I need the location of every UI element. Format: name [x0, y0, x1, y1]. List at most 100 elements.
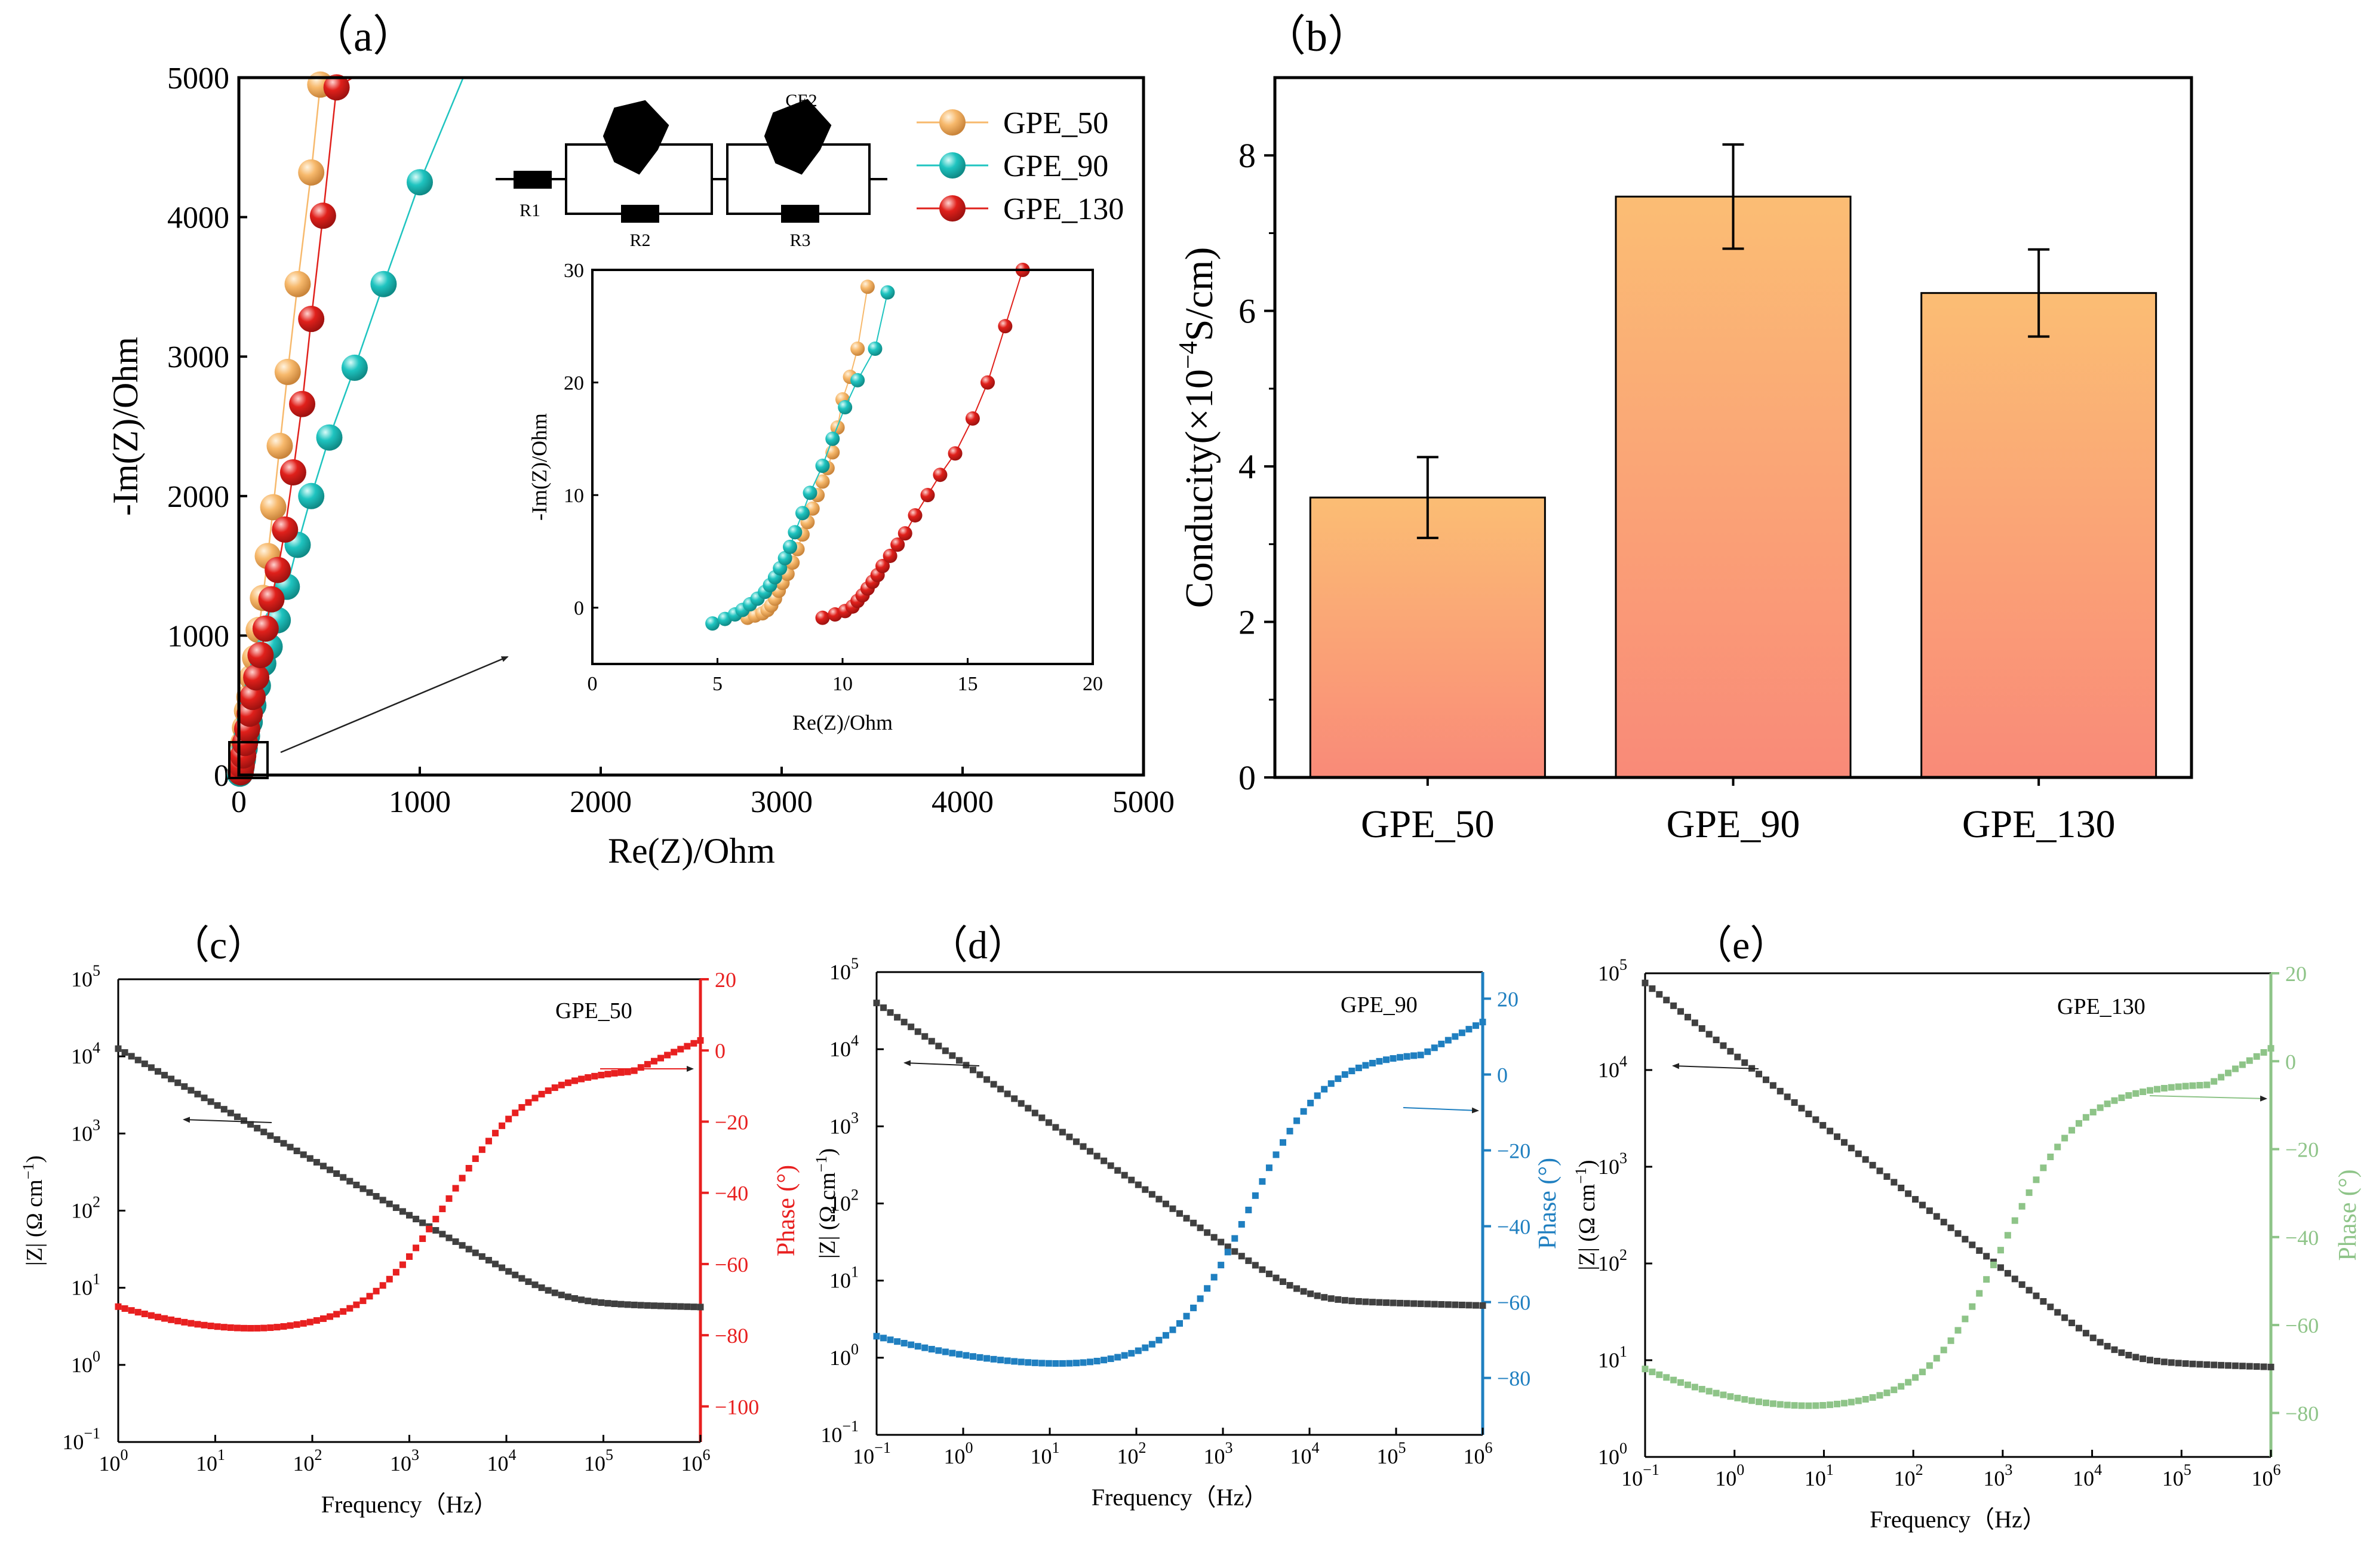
- panel-c-phase-point: [359, 1297, 367, 1304]
- panel-a-point-gpe_130: [239, 684, 266, 711]
- panel-c-modulus-point: [492, 1260, 499, 1268]
- panel-e-phase-point: [1698, 1386, 1705, 1393]
- panel-d-phase-point: [1204, 1285, 1211, 1292]
- panel-c-modulus-point: [201, 1094, 208, 1102]
- panel-d-phase-point: [908, 1341, 915, 1348]
- panel-d-phase-point: [1210, 1274, 1218, 1281]
- panel-c-modulus-point: [340, 1174, 347, 1181]
- panel-e-phase-point: [1691, 1383, 1698, 1391]
- panel-c-modulus-point: [313, 1158, 320, 1166]
- panel-c-modulus-point: [300, 1151, 307, 1158]
- inset-frame: [591, 269, 1094, 665]
- panel-c-phase-point: [505, 1115, 512, 1123]
- panel-c-modulus-point: [273, 1136, 281, 1143]
- panel-e-phase-point: [2047, 1153, 2054, 1160]
- panel-e-right-tick-label: −20: [2285, 1138, 2319, 1162]
- panel-c-phase-point: [128, 1307, 135, 1314]
- zoom-region-box: [228, 741, 269, 779]
- panel-e-modulus-point: [1947, 1224, 1954, 1231]
- panel-d-modulus-point: [1052, 1124, 1059, 1131]
- panel-e-modulus-point: [1656, 991, 1663, 998]
- panel-e-modulus-point: [1962, 1235, 1969, 1243]
- panel-c-phase-point: [525, 1099, 532, 1106]
- panel-a-series-line-gpe_90: [239, 76, 511, 774]
- panel-d-phase-point: [1355, 1064, 1362, 1071]
- panel-c-phase-point: [313, 1317, 320, 1324]
- panel-c-modulus-point: [373, 1193, 380, 1200]
- panel-c-phase-point: [677, 1046, 684, 1053]
- panel-a-point-gpe_130: [279, 459, 306, 486]
- panel-d-modulus-point: [1107, 1162, 1114, 1169]
- panel-a-point-gpe_130: [247, 642, 274, 669]
- panel-d-modulus-point: [1025, 1105, 1032, 1112]
- panel-d-phase-point: [1052, 1360, 1059, 1367]
- panel-c-modulus-point: [220, 1106, 228, 1113]
- panel-d-phase-point: [955, 1351, 963, 1358]
- panel-c-modulus-point: [233, 1113, 241, 1120]
- panel-c-phase-point: [154, 1314, 161, 1321]
- panel-e-phase-point: [1840, 1400, 1848, 1407]
- panel-d-modulus-point: [880, 1004, 887, 1011]
- panel-e-modulus-point: [2061, 1314, 2068, 1321]
- panel-b-ticks: 0 2 4 6 8: [1238, 136, 1275, 797]
- panel-c-phase-point: [499, 1122, 506, 1129]
- panel-d-modulus-point: [1300, 1288, 1307, 1295]
- panel-e-phase-point: [2097, 1104, 2104, 1111]
- panel-c-phase-point: [598, 1071, 605, 1078]
- panel-c-modulus-point: [287, 1143, 294, 1151]
- panel-c-right-tick-label: −20: [715, 1110, 748, 1134]
- panel-e-modulus-point: [2253, 1363, 2260, 1370]
- panel-a-point-gpe_50: [266, 432, 293, 459]
- panel-d-modulus-point: [1265, 1270, 1272, 1277]
- panel-c-left-tick-label: 10−1: [62, 1425, 100, 1454]
- panel-b-x-tick-label: GPE_50: [1361, 803, 1495, 846]
- panel-e-phase-point: [1762, 1399, 1769, 1406]
- panel-d-right-tick-label: 20: [1497, 987, 1519, 1011]
- panel-c-bode-plot: （c） 100 101 102 103 104 105 10610−110010110210…: [20, 924, 800, 1518]
- panel-e-phase-point: [1969, 1303, 1976, 1310]
- panel-d-modulus-point: [1327, 1295, 1335, 1302]
- panel-a-point-gpe_130: [323, 74, 350, 101]
- panel-c-phase-point: [684, 1043, 691, 1050]
- panel-c-phase-point: [293, 1321, 300, 1328]
- panel-e-phase-point: [1827, 1401, 1834, 1409]
- panel-d-modulus-point: [1397, 1299, 1404, 1306]
- panel-e-modulus-point: [2132, 1354, 2140, 1361]
- panel-c-modulus-point: [432, 1227, 439, 1234]
- panel-e-phase-point: [1990, 1261, 1997, 1268]
- panel-d-modulus-point: [1148, 1191, 1155, 1198]
- panel-e-phase-point: [1670, 1376, 1677, 1383]
- panel-c-modulus-point: [419, 1219, 426, 1226]
- panel-e-phase-point: [1905, 1379, 1912, 1386]
- panel-c-phase-point: [241, 1324, 248, 1332]
- panel-e-modulus-point: [2104, 1343, 2111, 1350]
- panel-a-point-gpe_90: [316, 424, 343, 451]
- panel-d-phase-point: [1072, 1360, 1080, 1367]
- panel-d-phase-point: [1479, 1019, 1486, 1026]
- panel-e-phase-point: [1677, 1379, 1685, 1386]
- panel-c-x-tick-label: 102: [293, 1446, 322, 1475]
- panel-c-modulus-point: [399, 1208, 406, 1215]
- panel-c-phase-point: [168, 1316, 175, 1323]
- inset-point-gpe_130: [920, 488, 935, 503]
- panel-d-modulus-point: [1072, 1138, 1080, 1145]
- panel-d-modulus-point: [949, 1052, 956, 1059]
- panel-c-phase-point: [571, 1077, 578, 1084]
- panel-d-phase-point: [1231, 1235, 1238, 1242]
- panel-e-phase-point: [1642, 1366, 1649, 1373]
- panel-d-phase-point: [1101, 1357, 1108, 1364]
- panel-c-phase-point: [432, 1216, 439, 1223]
- panel-e-phase-point: [1748, 1397, 1756, 1404]
- panel-c-phase-point: [174, 1317, 182, 1324]
- panel-d-modulus-point: [1369, 1299, 1376, 1306]
- panel-e-modulus-point: [1713, 1037, 1720, 1044]
- panel-d-phase-point: [1321, 1086, 1328, 1093]
- panel-c-modulus-point: [154, 1068, 161, 1075]
- panel-c-phase-point: [644, 1060, 651, 1068]
- panel-e-phase-point: [2068, 1127, 2076, 1134]
- panel-d-phase-point: [1341, 1071, 1348, 1078]
- panel-d-left-tick-label: 100: [829, 1341, 859, 1370]
- panel-e-phase-point: [1791, 1402, 1798, 1409]
- panel-a-series: [226, 71, 511, 787]
- panel-e-modulus-point: [1698, 1025, 1705, 1032]
